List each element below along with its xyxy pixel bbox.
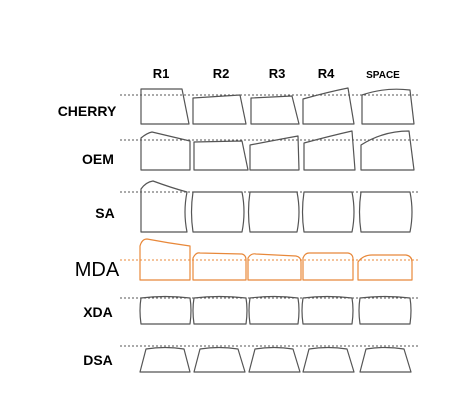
row-label-xda: XDA [83,304,113,320]
keycap-cherry-space [361,88,415,125]
keycap-sa-space [358,191,413,233]
keycap-cherry-r3 [250,95,300,125]
keycap-dsa-r3 [248,346,301,373]
keycap-oem-r3 [249,135,300,171]
row-label-cherry: CHERRY [58,103,117,119]
keycap-dsa-space [359,346,412,373]
keycap-dsa-r1 [139,346,191,373]
keycap-xda-r2 [192,295,248,325]
column-label-r4: R4 [318,66,335,81]
keycap-sa-r4 [301,191,355,233]
row-label-dsa: DSA [83,352,113,368]
row-labels: CHERRY OEM SA MDA XDA DSA [58,103,120,368]
keycap-sa-r3 [247,191,300,233]
keycap-dsa-r2 [193,346,246,373]
keycap-cherry-r1 [140,88,190,125]
keycap-shapes [139,87,415,373]
keycap-dsa-r4 [302,346,355,373]
keycap-sa-r2 [190,191,245,233]
keycap-mda-r4 [302,252,354,281]
keycap-mda-r1 [139,238,191,281]
keycap-xda-space [358,295,412,325]
column-label-r1: R1 [153,66,170,81]
keycap-mda-r3 [247,253,302,281]
column-label-space: SPACE [366,70,400,81]
row-label-mda: MDA [75,259,120,281]
keycap-xda-r4 [301,295,354,325]
keycap-sa-r1 [140,180,188,233]
keycap-mda-space [357,254,413,281]
keycap-oem-r1 [140,131,191,171]
keycap-oem-r2 [193,140,249,171]
keycap-mda-r2 [192,252,247,281]
reference-guide-lines [120,94,420,347]
column-label-r2: R2 [213,66,230,81]
keycap-oem-r4 [303,130,356,171]
column-labels: R1 R2 R3 R4 SPACE [153,66,400,81]
row-label-sa: SA [95,205,114,221]
keycap-oem-space [360,130,415,171]
column-label-r3: R3 [269,66,286,81]
keycap-xda-r1 [139,295,192,325]
keycap-xda-r3 [248,295,300,325]
keycap-cherry-r4 [302,87,355,125]
row-label-oem: OEM [82,151,114,167]
keycap-cherry-r2 [192,94,247,125]
